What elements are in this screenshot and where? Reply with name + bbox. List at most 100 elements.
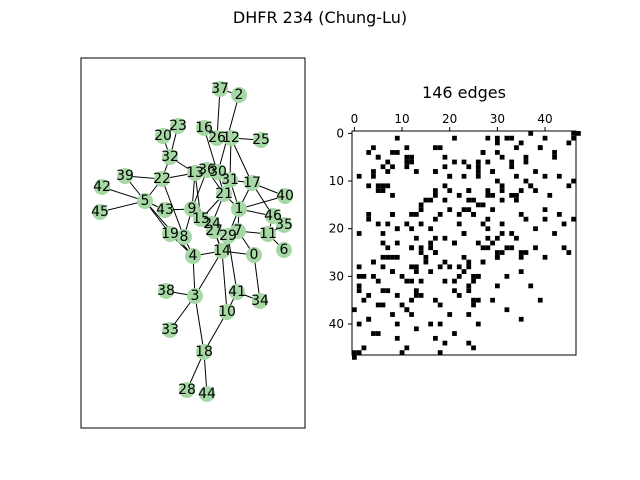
matrix-cell	[518, 188, 524, 193]
network-node	[220, 228, 236, 244]
matrix-cell-mirror	[385, 254, 391, 260]
network-node	[222, 172, 238, 188]
matrix-cell-mirror	[390, 254, 395, 260]
matrix-cell-mirror	[399, 350, 405, 355]
matrix-cell-mirror	[523, 250, 529, 255]
matrix-cell-mirror	[380, 302, 386, 308]
network-node	[137, 193, 153, 209]
network-node	[157, 202, 173, 218]
network-node	[206, 223, 222, 239]
matrix-cell-mirror	[537, 145, 543, 151]
network-node-label: 20	[154, 128, 172, 144]
matrix-cell	[461, 173, 467, 179]
matrix-cell-mirror	[499, 250, 505, 255]
matrix-frame	[351, 130, 577, 356]
matrix-cell-mirror	[552, 231, 557, 236]
matrix-cell	[404, 345, 410, 351]
network-node	[155, 128, 171, 144]
matrix-cell-mirror	[433, 169, 438, 174]
network-plot: 0123457891011121314151617181920212223242…	[80, 57, 306, 429]
matrix-cell	[499, 197, 505, 203]
network-node-label: 33	[161, 322, 179, 338]
matrix-cell	[409, 226, 414, 232]
network-node	[253, 132, 269, 148]
matrix-cell	[428, 197, 434, 203]
network-node	[196, 120, 212, 136]
network-node-label: 5	[141, 193, 150, 209]
network-edge	[221, 250, 228, 313]
network-node-label: 11	[259, 226, 277, 242]
matrix-cell	[366, 316, 372, 322]
y-tick-label: 0	[336, 126, 344, 140]
network-node	[219, 304, 235, 320]
network-node	[260, 226, 276, 242]
matrix-cell	[475, 164, 481, 170]
matrix-cell-mirror	[556, 212, 562, 217]
matrix-cell-mirror	[466, 264, 472, 270]
network-node	[187, 288, 203, 304]
matrix-cell	[442, 154, 448, 160]
matrix-cell	[471, 278, 476, 284]
network-node	[187, 165, 203, 181]
matrix-cell-mirror	[375, 183, 381, 189]
matrix-cell-mirror	[523, 154, 529, 160]
matrix-cell	[452, 288, 457, 294]
matrix-cell	[413, 326, 419, 332]
network-node-label: 29	[219, 228, 237, 244]
network-node	[162, 149, 178, 165]
matrix-cell-mirror	[480, 259, 486, 265]
matrix-cell	[399, 273, 405, 279]
matrix-cell-mirror	[413, 235, 419, 241]
network-node	[223, 130, 239, 146]
matrix-cell-mirror	[352, 307, 357, 313]
network-node	[117, 168, 133, 184]
network-frame	[80, 57, 306, 429]
network-node	[244, 175, 260, 191]
matrix-cell	[485, 159, 491, 165]
matrix-cell-mirror	[385, 183, 391, 189]
matrix-cell	[475, 202, 481, 208]
matrix-cell	[375, 188, 381, 193]
matrix-cell	[375, 302, 381, 308]
matrix-cell-mirror	[442, 183, 448, 189]
matrix-cell-mirror	[366, 216, 372, 222]
matrix-cell	[390, 312, 395, 317]
matrix-cell	[518, 254, 524, 260]
matrix-cell-mirror	[375, 154, 381, 160]
matrix-cell-mirror	[504, 273, 510, 279]
network-node-label: 38	[157, 283, 175, 299]
matrix-cell-mirror	[528, 183, 534, 189]
matrix-cell-mirror	[442, 235, 448, 241]
matrix-cell-mirror	[504, 245, 510, 251]
matrix-cell-mirror	[485, 192, 491, 198]
network-node-label: 15	[192, 211, 210, 227]
matrix-cell	[466, 207, 472, 213]
network-node	[246, 247, 262, 263]
network-node-label: 18	[195, 344, 213, 360]
matrix-cell	[447, 312, 453, 317]
matrix-cell	[361, 297, 367, 303]
matrix-cell	[433, 192, 438, 198]
network-node	[154, 171, 170, 187]
network-node	[216, 186, 232, 202]
matrix-cell-mirror	[466, 164, 472, 170]
matrix-cell	[494, 235, 500, 241]
matrix-cell	[542, 216, 548, 222]
network-node-label: 37	[211, 81, 229, 97]
network-node-label: 14	[213, 243, 231, 259]
matrix-cell	[409, 245, 414, 251]
network-node	[196, 344, 212, 360]
matrix-cell-mirror	[490, 240, 495, 246]
matrix-cell-mirror	[518, 212, 524, 217]
matrix-cell	[404, 221, 410, 227]
matrix-cell	[385, 169, 391, 174]
matrix-cell	[490, 192, 495, 198]
matrix-cell	[366, 183, 372, 189]
matrix-cell	[356, 231, 362, 236]
network-node	[277, 188, 293, 204]
matrix-cell-mirror	[390, 164, 395, 170]
matrix-cell-mirror	[471, 345, 476, 351]
matrix-cell-mirror	[466, 288, 472, 294]
matrix-cell-mirror	[404, 278, 410, 284]
network-node	[229, 284, 245, 300]
